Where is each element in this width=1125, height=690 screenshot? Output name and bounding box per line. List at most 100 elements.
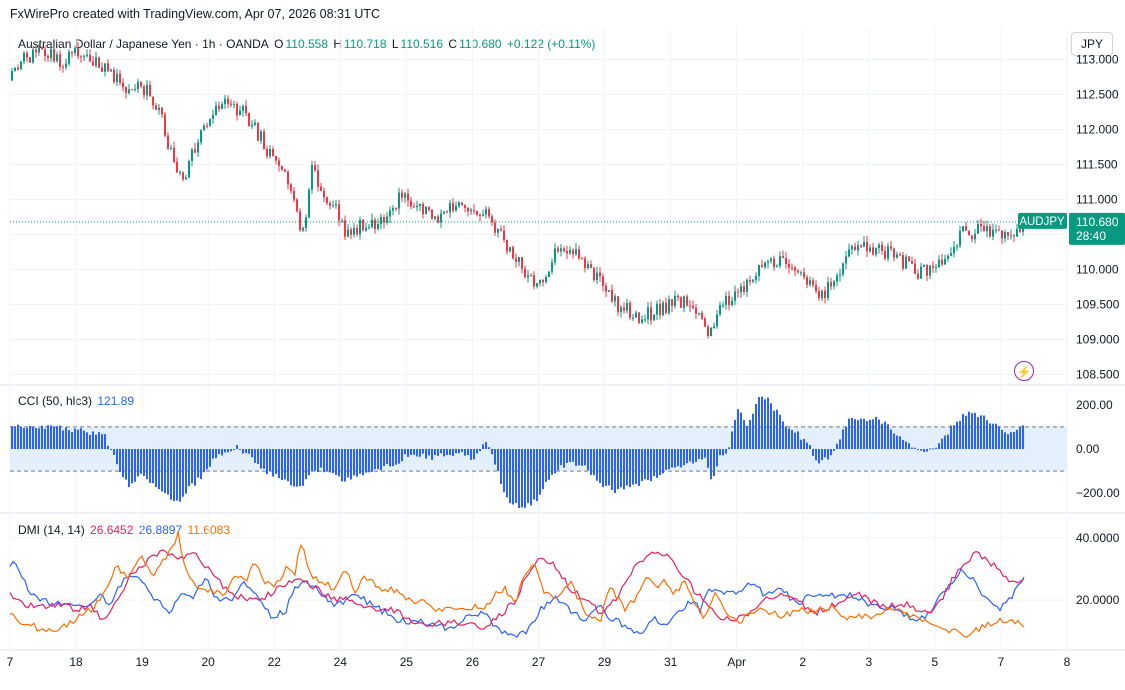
candle-body (539, 280, 541, 284)
cci-bar (452, 449, 454, 456)
cci-bar (362, 449, 364, 476)
candle-body (152, 96, 154, 106)
candle-body (188, 160, 190, 178)
candle-body (941, 259, 943, 265)
candle-body (23, 52, 25, 62)
cci-bar (287, 449, 289, 482)
cci-bar (746, 426, 748, 449)
cci-bar (491, 449, 493, 455)
cci-bar (809, 445, 811, 449)
candle-body (584, 258, 586, 269)
candle-body (662, 302, 664, 316)
cci-bar (680, 449, 682, 468)
y-tick-label: 108.500 (1076, 368, 1120, 382)
candle-body (101, 67, 103, 72)
cci-bar (83, 430, 85, 449)
cci-bar (80, 428, 82, 449)
cci-bar (788, 428, 790, 449)
cci-bar (335, 449, 337, 475)
symbol-tag-bg (1018, 212, 1067, 229)
candle-body (119, 73, 121, 83)
candle-body (860, 245, 862, 247)
cci-bar (710, 449, 712, 480)
candle-body (671, 299, 673, 306)
candle-body (458, 202, 460, 206)
candle-body (653, 314, 655, 321)
cci-bar (116, 449, 118, 465)
candle-body (635, 312, 637, 318)
cci-bar (161, 449, 163, 492)
cci-bar (653, 449, 655, 477)
candle-body (77, 48, 79, 57)
candle-body (299, 211, 301, 231)
currency-button[interactable]: JPY (1071, 32, 1113, 56)
cci-bar (50, 425, 52, 449)
cci-bar (971, 413, 973, 449)
candle-body (512, 247, 514, 259)
cci-bar (890, 429, 892, 449)
candle-body (713, 326, 715, 328)
candle-body (974, 233, 976, 240)
candle-body (557, 248, 559, 252)
candle-body (335, 204, 337, 206)
cci-bar (1007, 434, 1009, 449)
candle-body (545, 276, 547, 283)
cci-bar (506, 449, 508, 498)
candle-body (29, 57, 31, 63)
cci-bar (428, 449, 430, 456)
candle-body (965, 226, 967, 231)
cci-bar (203, 449, 205, 473)
cci-bar (179, 449, 181, 502)
dmi-label[interactable]: DMI (14, 14) (18, 523, 85, 537)
y-tick-label: 109.000 (1076, 333, 1120, 347)
cci-bar (614, 449, 616, 494)
cci-bar (530, 449, 532, 506)
y-tick-label: 113.000 (1076, 53, 1119, 67)
cci-bar (656, 449, 658, 478)
candle-body (353, 227, 355, 235)
candle-body (287, 171, 289, 185)
cci-bar (803, 438, 805, 449)
cci-bar (764, 399, 766, 449)
cci-bar (95, 434, 97, 449)
candle-body (818, 290, 820, 298)
candle-body (752, 279, 754, 282)
candle-body (926, 264, 928, 276)
lightning-icon[interactable]: ⚡ (1014, 361, 1034, 381)
candle-body (509, 247, 511, 252)
candle-body (425, 206, 427, 215)
candle-body (896, 254, 898, 258)
candle-body (215, 105, 217, 116)
cci-label[interactable]: CCI (50, hlc3) (18, 394, 93, 408)
x-tick-label: 25 (400, 655, 414, 669)
candle-body (272, 149, 274, 156)
cci-bar (875, 416, 877, 449)
candle-body (1004, 232, 1006, 239)
x-tick-label: 18 (69, 655, 83, 669)
candle-body (302, 227, 304, 231)
cci-bar (482, 444, 484, 449)
candle-body (200, 130, 202, 143)
candle-body (884, 250, 886, 259)
symbol-line[interactable]: Australian Dollar / Japanese Yen · 1h · … (18, 37, 269, 51)
cci-bar (389, 449, 391, 467)
candle-body (242, 105, 244, 111)
candle-body (1016, 228, 1018, 237)
cci-bar (152, 449, 154, 484)
x-tick-label: 26 (466, 655, 480, 669)
cci-bar (494, 449, 496, 465)
candle-body (944, 258, 946, 265)
candle-body (134, 89, 136, 91)
candle-body (590, 264, 592, 268)
cci-bar (608, 449, 610, 486)
candle-body (989, 226, 991, 237)
cci-bar (536, 449, 538, 502)
cci-bar (200, 449, 202, 479)
candle-body (449, 203, 451, 213)
candle-body (428, 206, 430, 210)
cci-bar (35, 427, 37, 449)
candle-body (284, 169, 286, 172)
candle-body (365, 228, 367, 231)
cci-bar (554, 449, 556, 474)
